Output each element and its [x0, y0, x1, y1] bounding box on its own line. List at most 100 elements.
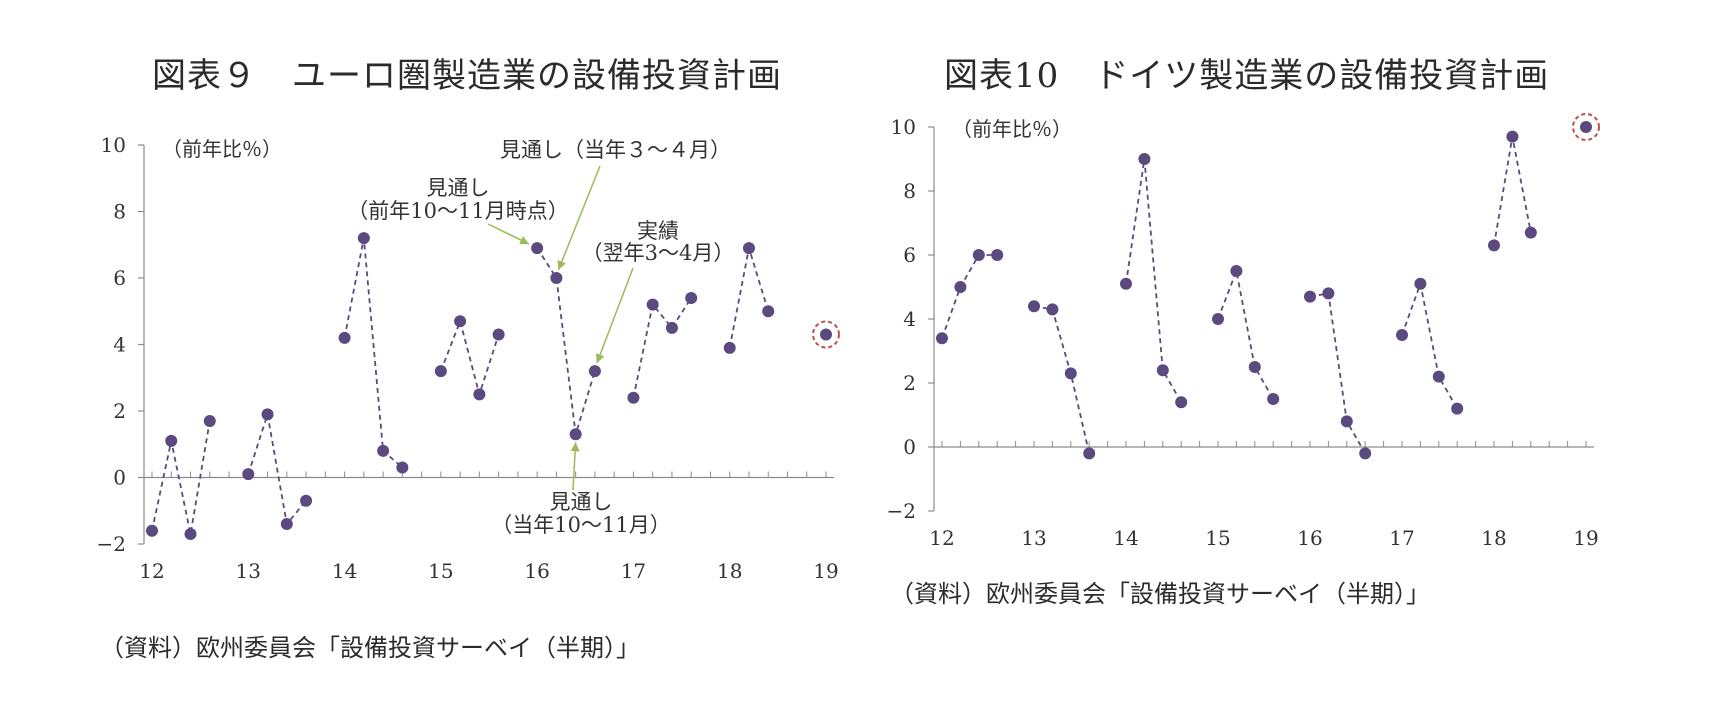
highlight-ring	[812, 320, 840, 349]
annotation-label: 見通し（当年３～４月）	[500, 138, 731, 162]
data-point	[242, 468, 255, 481]
y-tick-label: 10	[101, 133, 126, 157]
data-point	[203, 414, 216, 427]
series-line	[1309, 292, 1366, 454]
data-point	[454, 315, 467, 328]
data-point	[1120, 277, 1132, 290]
data-point	[261, 408, 274, 421]
data-point	[280, 518, 293, 531]
x-tick-label: 16	[524, 559, 549, 583]
data-point	[1138, 153, 1151, 165]
data-point	[646, 298, 659, 311]
x-tick-label: 14	[1113, 526, 1138, 550]
data-point	[550, 272, 563, 284]
data-point	[1340, 415, 1353, 428]
x-tick-label: 13	[236, 559, 261, 583]
data-point	[1304, 290, 1316, 303]
y-tick-label: 0	[903, 435, 916, 459]
data-point	[1248, 361, 1261, 373]
data-point	[146, 524, 158, 537]
x-tick-label: 17	[1389, 526, 1414, 550]
y-tick-label: 0	[113, 466, 126, 490]
x-tick-label: 18	[1481, 526, 1506, 550]
x-tick-label: 13	[1021, 526, 1046, 550]
annotation-label: 見通し	[550, 490, 613, 514]
y-tick-label: 2	[113, 399, 126, 423]
y-tick-label: 4	[113, 333, 126, 357]
source-note: （資料）欧州委員会「設備投資サーベイ（半期）」	[100, 634, 640, 662]
data-point	[1580, 121, 1592, 133]
data-point	[1156, 364, 1169, 377]
data-point	[1432, 370, 1445, 383]
annotation-arrow	[487, 223, 530, 245]
data-point	[936, 332, 948, 345]
series-line	[1493, 136, 1532, 246]
data-point	[991, 249, 1004, 261]
data-point	[1524, 226, 1537, 239]
y-axis-unit: （前年比％）	[162, 137, 282, 161]
source-note: （資料）欧州委員会「設備投資サーベイ（半期）」	[890, 580, 1430, 608]
x-tick-label: 18	[717, 559, 742, 583]
annotation-arrow	[557, 165, 601, 271]
data-point	[165, 434, 178, 447]
y-tick-label: 10	[891, 115, 916, 139]
data-point	[1230, 265, 1243, 277]
series-line	[1217, 267, 1274, 400]
series-line	[247, 414, 307, 527]
data-point	[184, 528, 197, 541]
chart-title: 図表９ ユーロ圏製造業の設備投資計画	[152, 56, 782, 96]
data-point	[300, 494, 313, 507]
chart-euro-area: −2 0 2 4 6 8 10 12 13 14 15 16 17 18 19 （前年比％） 見通し（当年３～４…	[97, 133, 840, 583]
data-point	[954, 281, 967, 293]
data-point	[473, 388, 486, 401]
y-tick-label: 6	[903, 243, 916, 267]
x-tick-label: 19	[1573, 526, 1598, 550]
chart-germany: −2 0 2 4 6 8 10 12 13 14 15 16 17 18 19 （前年比％）	[887, 113, 1600, 550]
data-point	[338, 331, 351, 344]
series-line	[1401, 280, 1458, 410]
data-point	[762, 305, 775, 318]
x-tick-label: 17	[621, 559, 646, 583]
data-point	[1064, 367, 1077, 380]
y-tick-label: 8	[903, 179, 916, 203]
x-tick-label: 12	[929, 526, 954, 550]
y-axis-unit: （前年比％）	[952, 117, 1072, 141]
x-tick-label: 12	[139, 559, 164, 583]
data-point	[434, 365, 447, 378]
data-point	[1046, 303, 1059, 316]
data-point	[396, 461, 409, 474]
data-point	[742, 242, 755, 255]
y-tick-label: 8	[113, 200, 126, 224]
series-line	[941, 254, 998, 339]
x-tick-label: 16	[1297, 526, 1322, 550]
data-point	[1212, 313, 1224, 325]
data-point	[492, 328, 505, 341]
x-tick-label: 15	[1205, 526, 1230, 550]
series-line	[1125, 158, 1182, 403]
data-point	[972, 249, 985, 261]
y-tick-label: −2	[97, 532, 126, 556]
series-line	[151, 420, 211, 535]
data-point	[1267, 393, 1280, 405]
y-tick-label: 2	[903, 371, 916, 395]
y-tick-label: 4	[903, 307, 916, 331]
chart-title: 図表10 ドイツ製造業の設備投資計画	[944, 56, 1550, 96]
data-point	[685, 291, 698, 304]
data-point	[1451, 402, 1464, 415]
annotation-label: （翌年3～4月）	[582, 241, 735, 265]
data-point	[1506, 130, 1519, 143]
data-point	[1414, 277, 1427, 290]
x-tick-label: 15	[428, 559, 453, 583]
annotation-label: （当年10～11月）	[491, 513, 670, 537]
data-point	[1488, 239, 1500, 252]
highlight-ring	[1572, 113, 1600, 141]
series-line	[343, 237, 403, 469]
data-point	[1396, 329, 1408, 341]
data-point	[588, 365, 601, 378]
x-tick-label: 19	[813, 559, 838, 583]
series-line	[440, 318, 500, 398]
annotation-label: 実績	[637, 219, 679, 243]
data-point	[627, 391, 640, 404]
data-point	[531, 242, 544, 255]
data-point	[377, 444, 390, 457]
